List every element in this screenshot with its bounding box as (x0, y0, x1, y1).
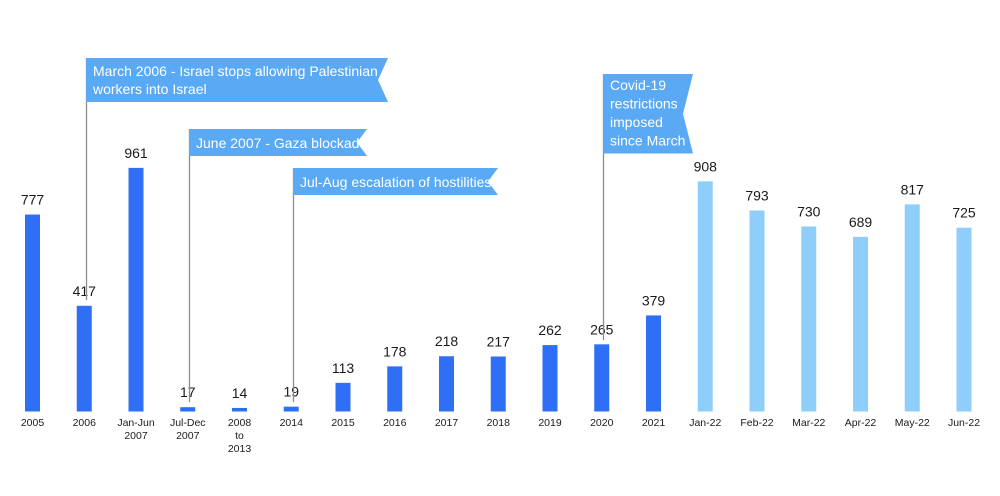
bar-value-label-13: 908 (694, 158, 718, 174)
annotation-banner-2 (293, 168, 498, 195)
annotation-text-1-0: June 2007 - Gaza blockade (196, 135, 367, 151)
annotation-text-3-2: imposed (610, 114, 663, 130)
bar-1 (76, 305, 92, 412)
bar-value-label-4: 14 (232, 385, 248, 401)
bar-17 (904, 204, 920, 412)
annotation-text-3-1: restrictions (610, 96, 678, 112)
x-tick-label-4-1: to (235, 430, 244, 442)
bar-value-label-10: 262 (538, 322, 562, 338)
bar-value-label-18: 725 (952, 205, 976, 221)
annotation-banner-0 (86, 58, 388, 102)
annotation-text-0-1: workers into Israel (92, 81, 207, 97)
x-tick-label-18: Jun-22 (948, 417, 980, 429)
x-tick-label-8: 2017 (435, 417, 459, 429)
bar-value-label-5: 19 (283, 384, 299, 400)
bar-value-label-8: 218 (435, 333, 459, 349)
x-tick-label-10: 2019 (538, 417, 562, 429)
x-tick-label-2-0: Jan-Jun (117, 417, 155, 429)
x-tick-label-4-0: 2008 (228, 417, 252, 429)
bar-value-label-3: 17 (180, 384, 196, 400)
bar-value-label-2: 961 (124, 145, 148, 161)
bar-3 (180, 407, 196, 412)
x-tick-label-0: 2005 (21, 417, 45, 429)
annotation-text-3-3: since March (610, 133, 685, 149)
bar-6 (335, 382, 351, 412)
bar-5 (283, 406, 299, 412)
bar-9 (490, 356, 506, 412)
bar-value-label-14: 793 (745, 187, 769, 203)
bar-12 (646, 315, 661, 412)
x-tick-label-14: Feb-22 (740, 417, 773, 429)
bar-13 (697, 181, 713, 412)
bar-value-label-7: 178 (383, 343, 407, 359)
bar-value-label-17: 817 (901, 181, 925, 197)
x-tick-label-12: 2021 (642, 417, 666, 429)
bar-10 (542, 345, 558, 412)
x-tick-label-5: 2014 (280, 417, 304, 429)
x-tick-label-1: 2006 (73, 417, 97, 429)
x-tick-label-15: Mar-22 (792, 417, 825, 429)
x-tick-label-6: 2015 (331, 417, 355, 429)
x-tick-label-16: Apr-22 (845, 417, 877, 429)
x-tick-label-11: 2020 (590, 417, 614, 429)
annotation-text-2-0: Jul-Aug escalation of hostilities (300, 174, 491, 190)
bar-16 (853, 236, 868, 412)
x-tick-label-9: 2018 (487, 417, 511, 429)
bar-value-label-12: 379 (642, 292, 666, 308)
x-tick-label-17: May-22 (895, 417, 930, 429)
bar-value-label-1: 417 (73, 283, 97, 299)
bar-15 (801, 226, 817, 412)
x-tick-label-2-1: 2007 (124, 430, 148, 442)
bar-0 (25, 214, 40, 412)
bar-value-label-9: 217 (487, 333, 511, 349)
x-tick-label-7: 2016 (383, 417, 407, 429)
x-tick-label-4-2: 2013 (228, 443, 252, 455)
bar-11 (594, 344, 610, 412)
bar-value-label-15: 730 (797, 203, 821, 219)
annotation-text-0-0: March 2006 - Israel stops allowing Pales… (93, 63, 378, 79)
annotation-text-3-0: Covid-19 (610, 77, 666, 93)
annotation-banner-1 (189, 129, 367, 156)
bar-8 (439, 356, 454, 412)
bar-value-label-0: 777 (21, 192, 45, 208)
bar-value-label-6: 113 (332, 360, 355, 376)
bar-value-label-16: 689 (849, 214, 873, 230)
x-tick-label-3-1: 2007 (176, 430, 200, 442)
bar-7 (387, 366, 403, 412)
x-tick-label-13: Jan-22 (689, 417, 721, 429)
bar-14 (749, 210, 765, 412)
bar-2 (128, 167, 144, 412)
bar-18 (956, 227, 972, 412)
annotation-banner-3 (603, 74, 693, 154)
x-tick-label-3-0: Jul-Dec (170, 417, 206, 429)
bar-value-label-11: 265 (590, 321, 614, 337)
bar-4 (232, 407, 247, 412)
